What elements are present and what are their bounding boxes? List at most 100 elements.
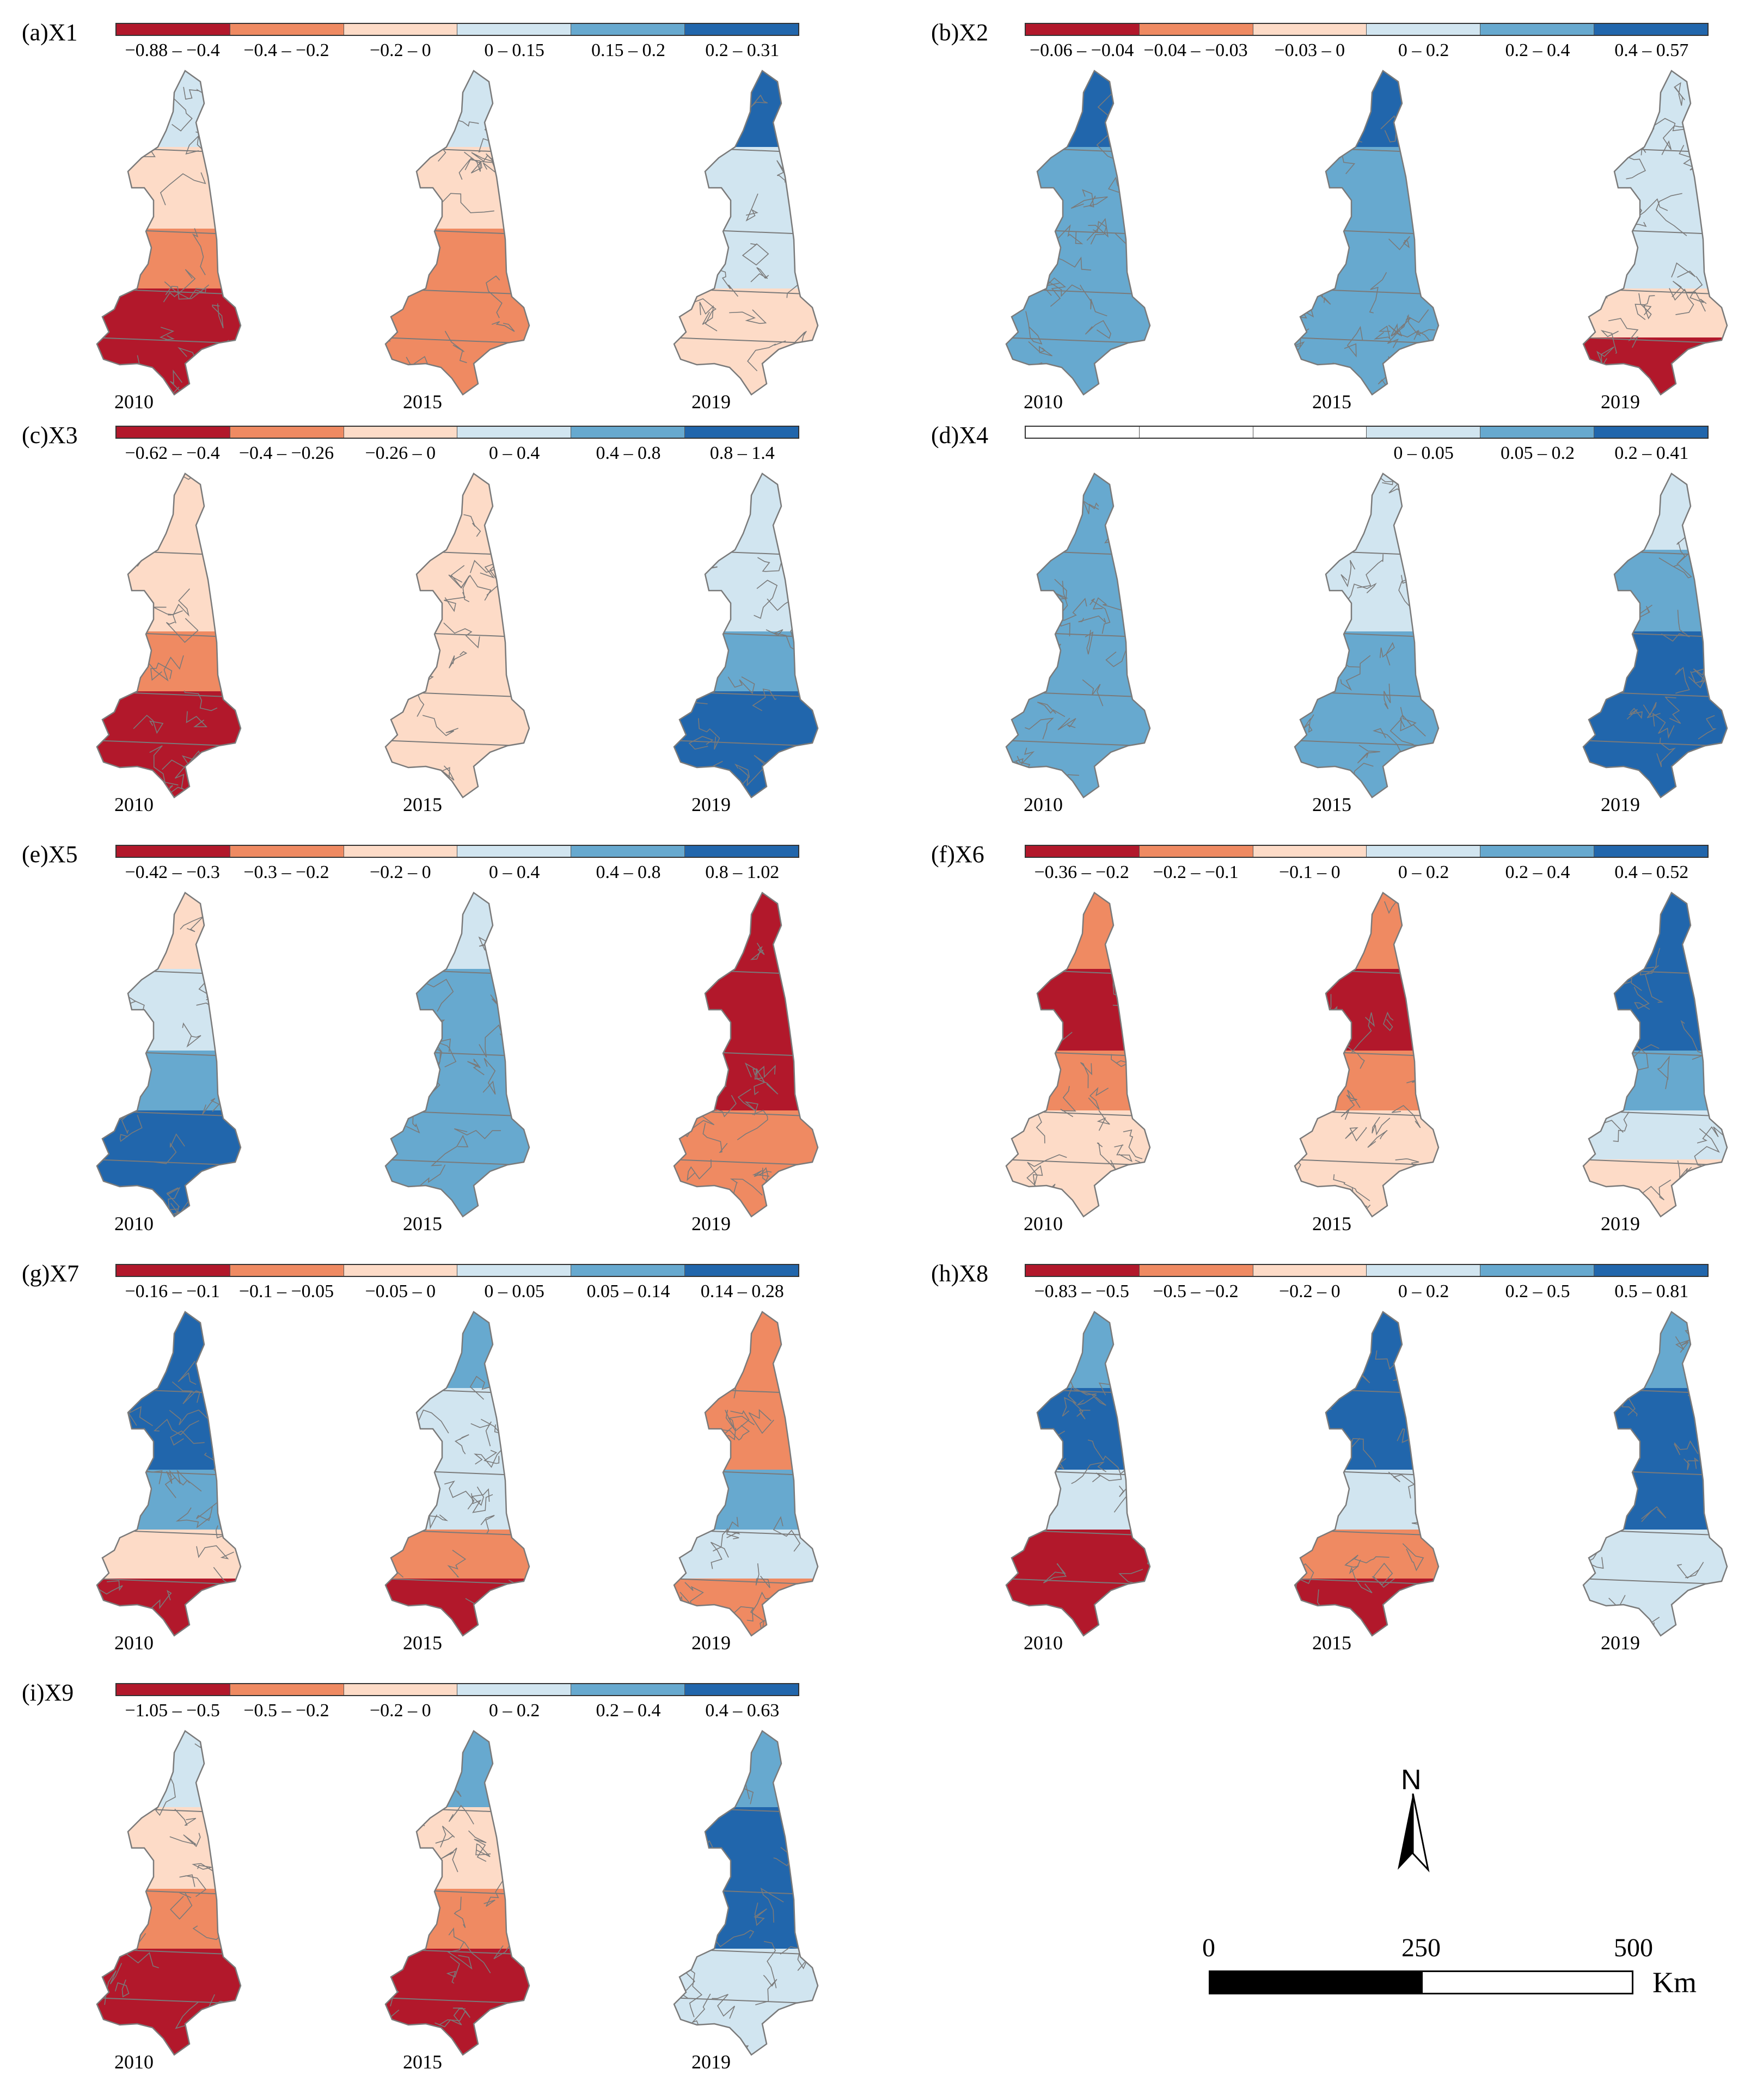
legend-bar (1025, 23, 1709, 36)
legend-swatch (685, 427, 798, 438)
legend-swatch (1139, 1265, 1253, 1276)
map-zone (1006, 147, 1150, 229)
legend-swatch (1367, 1265, 1481, 1276)
map-zone (97, 969, 241, 1051)
legend-bar (1025, 845, 1709, 858)
map-zone (1295, 1110, 1438, 1159)
map-zone (1583, 893, 1727, 969)
map-zone (385, 1110, 529, 1159)
year-label: 2010 (114, 794, 154, 815)
map-2019 (673, 1311, 819, 1637)
map-zone (1006, 631, 1150, 691)
legend-swatch (571, 1684, 685, 1695)
map-zone (97, 691, 241, 740)
year-label: 2010 (1024, 1213, 1063, 1235)
map-2015 (384, 70, 530, 396)
map-zone (674, 1388, 818, 1470)
map-zone (1295, 631, 1438, 691)
map-zone (1006, 1470, 1150, 1530)
map-zone (1006, 1530, 1150, 1579)
map-zone (674, 969, 818, 1051)
legend-swatch (571, 24, 685, 35)
map-zone (1583, 1530, 1727, 1579)
map-2010 (1005, 472, 1151, 799)
legend-swatch (571, 1265, 685, 1276)
legend-label: 0.2 – 0.4 (1505, 862, 1570, 882)
legend-swatch (344, 24, 458, 35)
year-label: 2010 (114, 1213, 154, 1235)
legend-bar (1025, 1264, 1709, 1277)
legend-label: 0 – 0.05 (484, 1281, 544, 1301)
legend-swatch (685, 846, 798, 857)
map-zone (1295, 1470, 1438, 1530)
legend-swatch (571, 846, 685, 857)
map-zone (385, 550, 529, 631)
legend-label: −0.42 – −0.3 (125, 862, 220, 882)
map-zone (1295, 1388, 1438, 1470)
legend-label: 0.05 – 0.14 (586, 1281, 670, 1301)
legend-bar (115, 426, 799, 439)
legend-swatch (117, 427, 230, 438)
year-label: 2010 (114, 2051, 154, 2073)
legend-swatch (117, 24, 230, 35)
map-zone (1583, 631, 1727, 691)
legend-label: 0.2 – 0.4 (596, 1700, 661, 1721)
legend-swatch (1253, 1265, 1367, 1276)
legend-swatch (230, 24, 344, 35)
legend-label: 0.2 – 0.41 (1614, 443, 1689, 463)
map-zone (1295, 474, 1438, 550)
legend-label: −0.03 – 0 (1274, 40, 1345, 60)
panel-h: (h)X8 −0.83 – −0.5 −0.5 – −0.2 −0.2 – 0 0 – … (931, 1257, 1763, 1655)
map-zone (674, 1051, 818, 1110)
legend-swatch (457, 427, 572, 438)
legend-label: −0.05 – 0 (365, 1281, 436, 1301)
map-2019 (1582, 892, 1728, 1218)
map-zone (1006, 691, 1150, 740)
map-2010 (1005, 1311, 1151, 1637)
legend-label: 0.2 – 0.31 (705, 40, 780, 60)
map-zone (1583, 71, 1727, 147)
year-label: 2015 (403, 391, 442, 413)
map-2019 (673, 1730, 819, 2056)
map-zone (1583, 1470, 1727, 1530)
map-zone (385, 893, 529, 969)
map-zone (385, 631, 529, 691)
legend-label (1253, 444, 1367, 463)
panel-title: (e)X5 (22, 841, 78, 868)
year-label: 2010 (1024, 1632, 1063, 1654)
map-zone (674, 288, 818, 337)
north-arrow: N (1386, 1764, 1440, 1872)
legend-swatch (1139, 24, 1253, 35)
legend-label: −0.2 – 0 (369, 1700, 431, 1721)
scale-unit: Km (1652, 1966, 1697, 1999)
map-zone (1583, 550, 1727, 631)
panel-i: (i)X9 −1.05 – −0.5 −0.5 – −0.2 −0.2 – 0 0 – … (22, 1677, 871, 2074)
year-label: 2015 (403, 794, 442, 815)
map-zone (385, 229, 529, 288)
legend-bar (115, 1264, 799, 1277)
legend-swatch (344, 427, 458, 438)
map-2015 (1294, 70, 1440, 396)
year-label: 2015 (403, 1632, 442, 1654)
legend-swatch (1594, 846, 1707, 857)
map-zone (1583, 1312, 1727, 1388)
legend-swatch (230, 1684, 344, 1695)
panel-title: (i)X9 (22, 1679, 74, 1706)
map-2019 (673, 472, 819, 799)
map-zone (674, 1470, 818, 1530)
scale-bar: 0 250 500 Km (1202, 1935, 1699, 2011)
legend-bar (115, 23, 799, 36)
map-zone (97, 1889, 241, 1949)
legend-label: 0 – 0.2 (1398, 40, 1449, 60)
year-label: 2019 (691, 391, 731, 413)
legend-label: 0 – 0.2 (488, 1700, 540, 1721)
year-label: 2010 (1024, 794, 1063, 815)
legend-swatch (685, 1684, 798, 1695)
map-zone (1295, 893, 1438, 969)
map-zone (1583, 474, 1727, 550)
legend-swatch (1026, 24, 1140, 35)
map-zone (1583, 691, 1727, 740)
map-zone (385, 71, 529, 147)
map-2015 (384, 892, 530, 1218)
map-zone (1295, 1051, 1438, 1110)
